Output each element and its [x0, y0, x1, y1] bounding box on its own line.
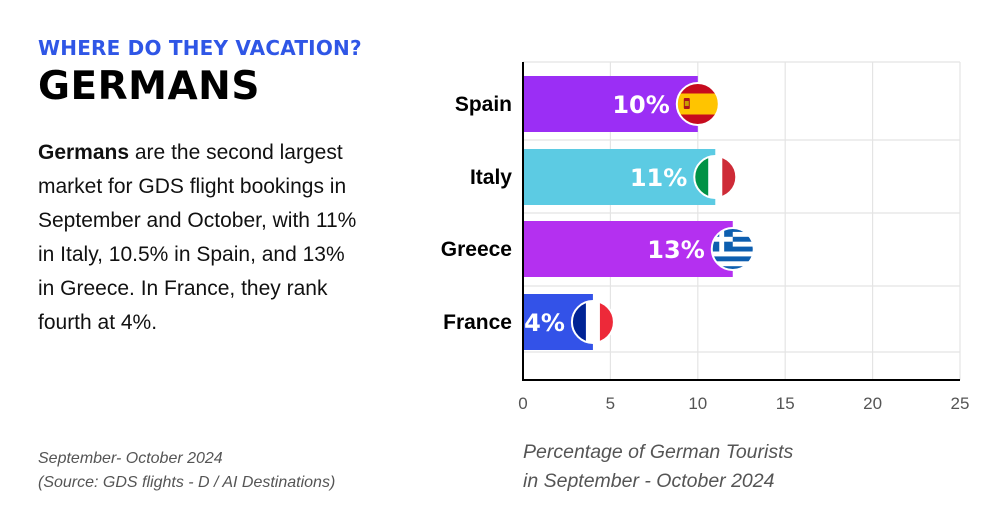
x-tick-label-10: 10	[688, 394, 707, 413]
value-label-greece: 13%	[647, 236, 704, 264]
description-text: are the second largest market for GDS fl…	[38, 141, 357, 334]
greece-flag-icon	[710, 227, 755, 271]
category-label-spain: Spain	[455, 93, 512, 116]
x-axis-label: Percentage of German Tourists in Septemb…	[523, 438, 793, 496]
description-lead: Germans	[38, 141, 130, 164]
value-label-spain: 10%	[612, 91, 669, 119]
x-axis-label-line-2: in September - October 2024	[523, 470, 775, 492]
category-label-france: France	[443, 311, 512, 334]
spain-flag-icon	[675, 82, 720, 126]
italy-flag-icon	[693, 155, 738, 199]
bar-greece	[523, 221, 733, 277]
category-label-greece: Greece	[441, 238, 512, 261]
page-title: GERMANS	[38, 64, 260, 109]
bar-italy	[523, 149, 716, 205]
x-tick-label-25: 25	[951, 394, 970, 413]
axes: Spain Italy Greece France 0 5 10 15 20 25	[441, 62, 970, 413]
bar-spain	[523, 76, 698, 132]
x-tick-label-20: 20	[863, 394, 882, 413]
value-label-italy: 11%	[630, 164, 687, 192]
bars: 10% 11% 13% 4%	[523, 76, 755, 350]
x-tick-label-5: 5	[606, 394, 615, 413]
category-label-italy: Italy	[470, 166, 512, 189]
x-tick-label-15: 15	[776, 394, 795, 413]
value-label-france: 4%	[524, 309, 565, 337]
footnote-source: (Source: GDS flights - D / AI Destinatio…	[38, 474, 336, 491]
description: Germans are the second largest market fo…	[38, 136, 358, 340]
footnote: September- October 2024 (Source: GDS fli…	[38, 447, 335, 495]
x-tick-label-0: 0	[518, 394, 527, 413]
kicker-title: WHERE DO THEY VACATION?	[38, 36, 362, 60]
x-axis-label-line-1: Percentage of German Tourists	[523, 441, 794, 463]
france-flag-icon	[570, 300, 615, 344]
footnote-period: September- October 2024	[38, 450, 223, 467]
